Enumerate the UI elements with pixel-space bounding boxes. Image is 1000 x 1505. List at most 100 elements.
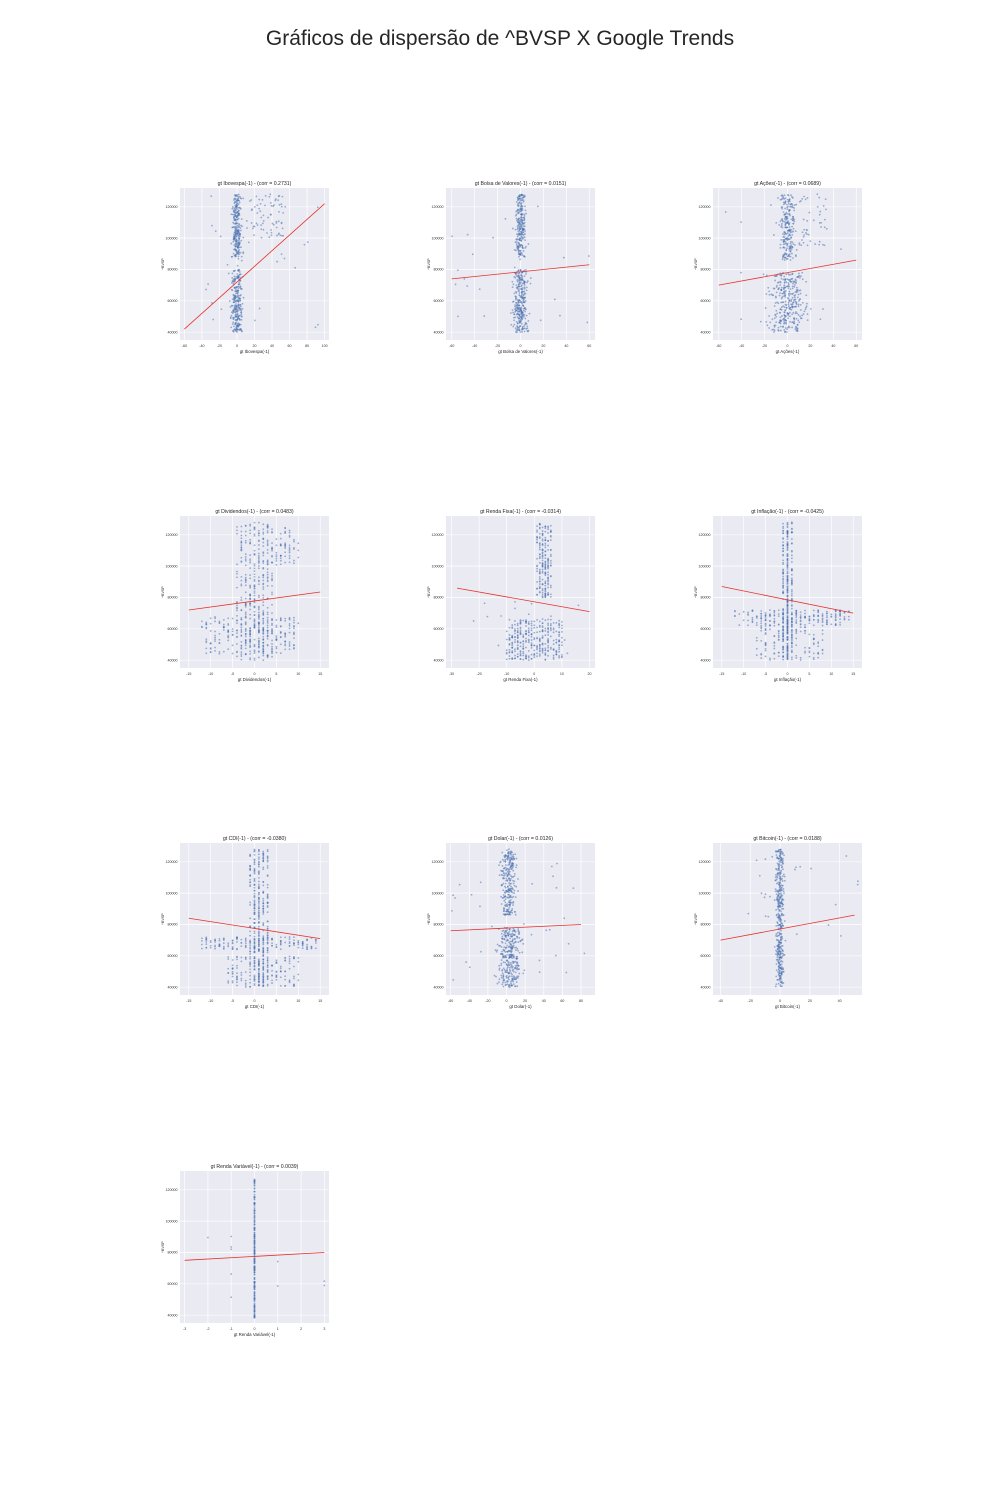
scatter-point [262,629,264,631]
scatter-point [258,596,260,598]
scatter-point [539,549,541,551]
x-tick-label: -5 [231,672,234,676]
scatter-point [520,645,522,647]
scatter-point [544,628,546,630]
scatter-point [796,249,798,251]
x-tick-label: -60 [182,344,187,348]
scatter-point [240,585,242,587]
scatter-point [559,315,561,317]
scatter-point [547,647,549,649]
scatter-point [782,537,784,539]
scatter-point [240,329,242,331]
x-tick-label: 20 [253,344,257,348]
scatter-point [515,297,517,299]
scatter-point [240,225,242,227]
y-tick-label: 60000 [434,299,444,303]
scatter-point [513,892,515,894]
scatter-point [518,284,520,286]
scatter-point [783,254,785,256]
scatter-point [293,541,295,543]
scatter-point [214,639,216,641]
scatter-point [280,533,282,535]
scatter-point [254,644,256,646]
scatter-point [236,563,238,565]
scatter-point [783,329,785,331]
scatter-point [547,528,549,530]
scatter-point [795,204,797,206]
scatter-point [267,896,269,898]
scatter-point [262,937,264,939]
scatter-point [317,324,319,326]
scatter-point [533,632,535,634]
scatter-point [806,303,808,305]
scatter-point [787,527,789,529]
scatter-point [521,311,523,313]
scatter-point [232,318,234,320]
x-tick-label: -15 [186,999,191,1003]
scatter-point [249,631,251,633]
scatter-point [542,557,544,559]
scatter-point [262,898,264,900]
scatter-point [240,535,242,537]
scatter-point [781,287,783,289]
scatter-point [267,897,269,899]
scatter-point [271,562,273,564]
scatter-point [547,545,549,547]
scatter-point [517,269,519,271]
scatter-point [267,619,269,621]
scatter-point [782,550,784,552]
scatter-point [252,227,254,229]
scatter-point [782,198,784,200]
scatter-point [249,978,251,980]
scatter-point [779,274,781,276]
scatter-point [522,640,524,642]
subplot-title: gt Dividendos(-1) - (corr = 0.0483) [215,509,294,515]
scatter-point [784,259,786,261]
scatter-point [760,628,762,630]
y-tick-label: 80000 [434,268,444,272]
scatter-point [782,562,784,564]
scatter-point [473,620,475,622]
scatter-point [512,228,514,230]
scatter-point [550,525,552,527]
scatter-point [826,615,828,617]
scatter-point [236,221,238,223]
scatter-point [235,315,237,317]
scatter-point [787,583,789,585]
scatter-point [262,622,264,624]
scatter-point [227,972,229,974]
scatter-point [756,648,758,650]
scatter-point [239,319,241,321]
scatter-point [267,526,269,528]
scatter-point [553,657,555,659]
scatter-point [782,586,784,588]
scatter-point [514,911,516,913]
scatter-point [787,564,789,566]
scatter-point [787,606,789,608]
scatter-point [262,935,264,937]
scatter-point [251,222,253,224]
scatter-point [782,629,784,631]
scatter-point [293,956,295,958]
scatter-point [238,281,240,283]
scatter-point [503,897,505,899]
scatter-point [231,208,233,210]
scatter-point [271,970,273,972]
scatter-point [822,244,824,246]
scatter-point [781,309,783,311]
scatter-point [524,230,526,232]
scatter-point [536,655,538,657]
scatter-point [516,218,518,220]
scatter-point [780,244,782,246]
scatter-point [803,196,805,198]
scatter-point [528,629,530,631]
scatter-point [258,530,260,532]
scatter-point [511,912,513,914]
scatter-point [293,976,295,978]
scatter-point [502,982,504,984]
x-tick-label: 0 [787,672,789,676]
scatter-point [512,286,514,288]
x-tick-label: -10 [208,672,213,676]
scatter-point [258,881,260,883]
scatter-point [558,651,560,653]
